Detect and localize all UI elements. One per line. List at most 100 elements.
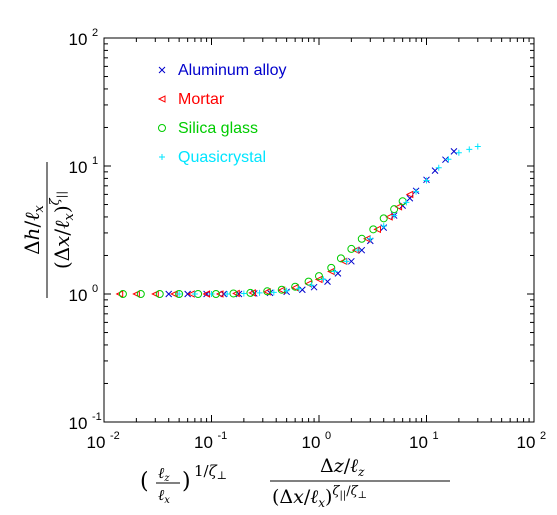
x-tick-label: 10 <box>302 433 321 452</box>
axis-ticks <box>103 38 534 423</box>
data-point <box>270 289 277 296</box>
legend-entry: Mortar <box>157 91 225 108</box>
data-point <box>450 148 458 155</box>
data-point <box>423 177 430 184</box>
x-tick-label-exponent: -2 <box>110 430 120 442</box>
data-point <box>157 95 166 103</box>
legend: Aluminum alloy Mortar Silica glass Quasicry… <box>157 62 286 166</box>
data-point <box>256 289 263 296</box>
data-point <box>298 286 306 294</box>
svg-text:(Δx/ℓx)ζ||: (Δx/ℓx)ζ|| <box>48 191 77 269</box>
legend-label: Silica glass <box>178 120 258 137</box>
y-tick-label-exponent: 2 <box>92 27 98 39</box>
x-tick-label: 10 <box>194 433 213 452</box>
data-point <box>348 257 355 265</box>
legend-label: Mortar <box>178 91 225 108</box>
data-point <box>442 156 449 164</box>
data-point <box>263 287 272 296</box>
data-point <box>394 202 403 211</box>
data-point <box>248 289 256 297</box>
data-point <box>358 246 366 254</box>
data-point <box>406 194 414 202</box>
data-point <box>165 290 173 298</box>
data-point <box>158 66 166 74</box>
data-point <box>246 288 255 297</box>
data-point <box>191 291 198 297</box>
svg-text:ℓx: ℓx <box>158 486 170 506</box>
svg-text:(Δx/ℓx)ζ||/ζ⊥: (Δx/ℓx)ζ||/ζ⊥ <box>272 484 367 510</box>
y-axis-label: Δh/ℓx (Δx/ℓx)ζ|| <box>20 162 77 298</box>
data-point <box>380 222 387 229</box>
x-tick-label-exponent: 0 <box>325 430 331 442</box>
data-point <box>373 225 381 234</box>
plot-frame <box>103 37 535 423</box>
data-point <box>336 254 345 263</box>
legend-label: Quasicrystal <box>178 149 266 166</box>
data-point <box>445 156 452 163</box>
data-point <box>159 154 165 160</box>
data-point <box>391 212 398 219</box>
data-point <box>474 143 481 150</box>
data-point <box>331 268 338 275</box>
legend-entry: Quasicrystal <box>159 149 266 166</box>
data-point <box>283 287 290 294</box>
data-point <box>357 234 366 243</box>
data-point <box>155 290 164 298</box>
data-point <box>413 188 420 195</box>
y-tick-label: 10 <box>69 30 88 49</box>
data-point <box>175 290 184 298</box>
y-tick-label-exponent: 1 <box>92 155 98 167</box>
data-point <box>379 214 388 223</box>
data-point <box>367 235 374 242</box>
data-point <box>466 146 473 153</box>
data-point <box>455 149 462 156</box>
data-point <box>158 124 166 132</box>
data-point <box>136 290 145 298</box>
x-tick-label: 10 <box>517 433 536 452</box>
data-point <box>118 290 127 298</box>
y-tick-label-exponent: 0 <box>92 283 98 295</box>
data-point <box>240 290 247 297</box>
x-tick-label-exponent: 2 <box>540 430 546 442</box>
svg-text:ℓz: ℓz <box>158 464 170 484</box>
svg-text:): ) <box>182 469 191 494</box>
data-point <box>315 272 323 281</box>
x-tick-label: 10 <box>409 433 428 452</box>
data-point <box>308 282 315 289</box>
data-point <box>354 247 361 254</box>
data-point <box>435 164 442 171</box>
data-point <box>151 290 159 298</box>
data-point <box>295 285 302 292</box>
data-point <box>327 263 336 272</box>
x-tick-label-exponent: 1 <box>433 430 439 442</box>
series-silica-glass <box>118 197 407 298</box>
tick-labels: 10 -2 10 -1 10 0 10 1 10 2 10 -1 10 0 10 1 10 2 <box>69 27 547 452</box>
svg-text:Δz/ℓz: Δz/ℓz <box>320 455 365 479</box>
svg-text:1/ζ⊥: 1/ζ⊥ <box>194 462 227 482</box>
y-tick-label: 10 <box>69 286 88 305</box>
data-point <box>132 290 140 298</box>
y-tick-label-exponent: -1 <box>92 411 102 423</box>
data-point <box>229 289 238 298</box>
series-quasicrystal <box>176 143 481 297</box>
data-point <box>208 291 215 297</box>
data-point <box>215 290 224 298</box>
data-point <box>431 167 439 174</box>
data-point <box>405 190 414 199</box>
data-point <box>224 291 231 297</box>
legend-label: Aluminum alloy <box>178 62 286 79</box>
data-point <box>343 258 350 265</box>
legend-entry: Silica glass <box>158 120 258 137</box>
data-point <box>403 199 410 206</box>
y-tick-label: 10 <box>69 414 88 433</box>
data-point <box>369 225 378 234</box>
data-point <box>277 285 286 294</box>
data-point <box>176 291 183 297</box>
legend-entry: Aluminum alloy <box>158 62 286 79</box>
data-point <box>347 244 356 253</box>
x-tick-label: 10 <box>87 433 106 452</box>
y-tick-label: 10 <box>69 158 88 177</box>
data-point <box>385 213 393 221</box>
data-points <box>115 143 481 298</box>
